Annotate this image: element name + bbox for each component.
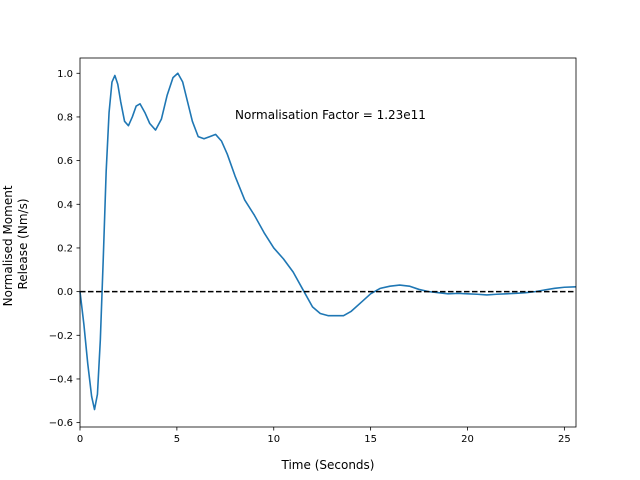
y-tick-label: 0.0: [57, 287, 73, 298]
y-tick-label: 0.8: [57, 112, 73, 123]
x-tick-label: 0: [77, 434, 83, 445]
tick-layer: 0 5 10 15 20 25 −0.6 −0.4 −0.2 0.0 0.2 0.4 0.6 0.8 1.0: [49, 69, 571, 445]
x-tick-label: 20: [461, 434, 474, 445]
x-axis-title: Time (Seconds): [281, 458, 375, 472]
normalisation-annotation: Normalisation Factor = 1.23e11: [235, 108, 426, 122]
y-axis-title-line-1: Normalised Moment: [1, 185, 15, 306]
y-tick-label: 1.0: [57, 69, 73, 80]
y-axis-title-line-2: Release (Nm/s): [16, 198, 30, 289]
y-tick-label: −0.4: [49, 374, 73, 385]
x-tick-label: 10: [267, 434, 280, 445]
x-tick-label: 15: [364, 434, 377, 445]
y-tick-label: 0.2: [57, 243, 73, 254]
x-tick-label: 25: [558, 434, 571, 445]
y-tick-label: 0.4: [57, 200, 73, 211]
plot-layer: [79, 72, 577, 411]
y-axis-title: Normalised Moment Release (Nm/s): [1, 182, 30, 307]
y-tick-label: −0.2: [49, 331, 73, 342]
series-line-0: [79, 72, 577, 411]
y-tick-label: 0.6: [57, 156, 73, 167]
plot-frame: [79, 57, 577, 428]
x-tick-label: 5: [174, 434, 180, 445]
y-tick-label: −0.6: [49, 418, 73, 429]
